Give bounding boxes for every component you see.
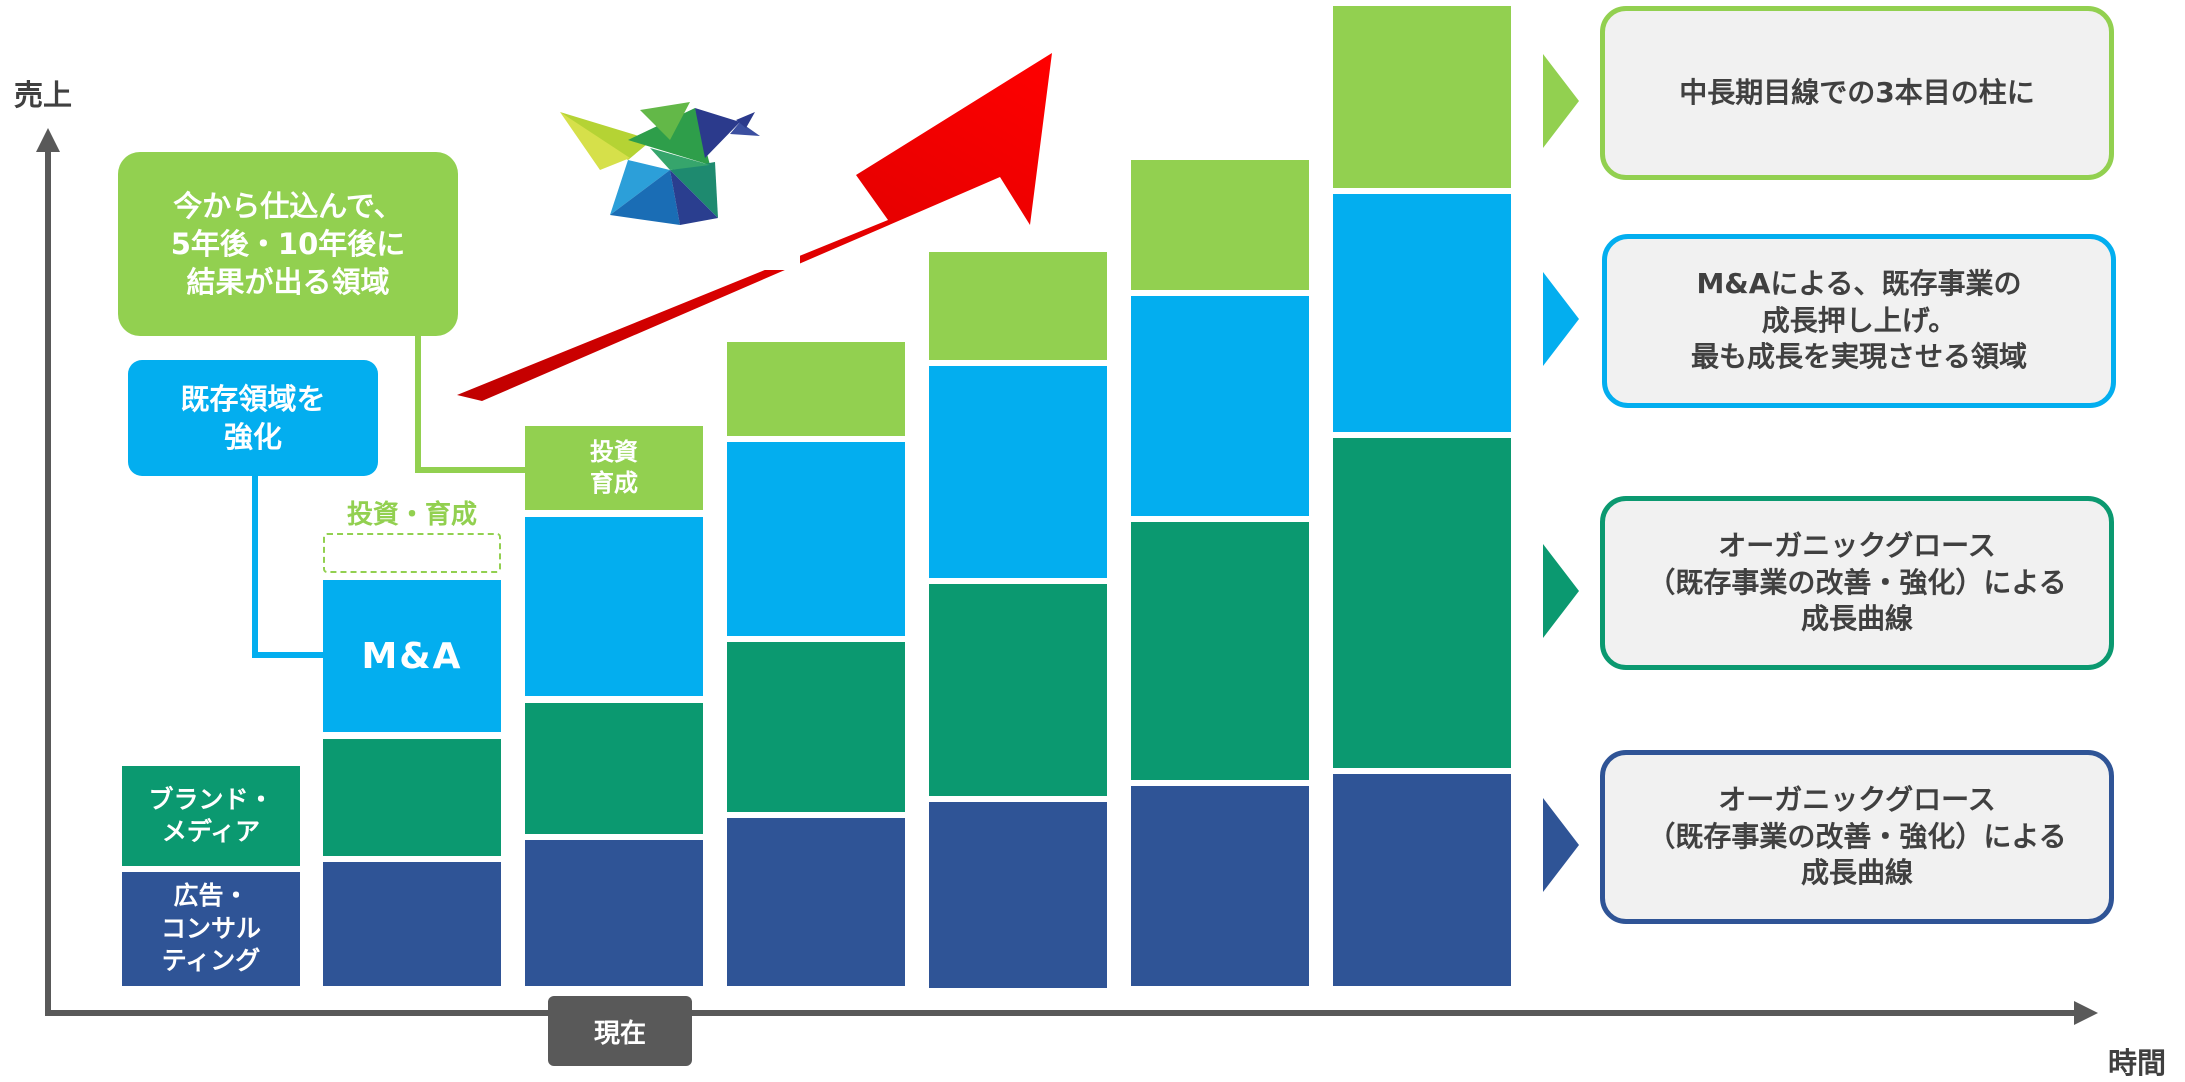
bar5-lime: [929, 252, 1107, 360]
bar3-navy: [525, 840, 703, 986]
bar4-green: [727, 642, 905, 812]
side-label-brand-media: ブランド・ メディア: [122, 766, 300, 866]
legend-organic-growth-green: オーガニックグロース （既存事業の改善・強化）による 成長曲線: [1600, 496, 2114, 670]
bar3-invest-line: 育成: [590, 469, 638, 497]
x-axis-label: 時間: [2108, 1046, 2167, 1080]
side-label-line: メディア: [161, 817, 261, 846]
legend-ma-growth: M&Aによる、既存事業の 成長押し上げ。 最も成長を実現させる領域: [1602, 234, 2116, 408]
bar4-lime: [727, 342, 905, 436]
legend-line: 最も成長を実現させる領域: [1690, 340, 2027, 374]
origami-bird-icon: [540, 40, 800, 270]
strengthen-callout: 既存領域を 強化: [128, 360, 378, 476]
bar3-invest-line: 投資: [590, 437, 638, 466]
legend-line: 中長期目線での3本目の柱に: [1679, 75, 2035, 109]
bar5-blue: [929, 366, 1107, 578]
future-callout-line: 5年後・10年後に: [170, 226, 406, 261]
legend-line: 成長曲線: [1800, 602, 1913, 636]
investment-label: 投資・育成: [346, 500, 477, 530]
legend-organic-growth-navy: オーガニックグロース （既存事業の改善・強化）による 成長曲線: [1600, 750, 2114, 924]
bar4-navy: [727, 818, 905, 986]
y-axis-label: 売上: [14, 78, 73, 112]
legend-line: 成長曲線: [1800, 856, 1913, 890]
legend-line: （既存事業の改善・強化）による: [1647, 565, 2067, 599]
bar7-blue: [1333, 194, 1511, 432]
bar6-green: [1131, 522, 1309, 780]
bar5-navy: [929, 802, 1107, 988]
legend-pointer-icon: [1543, 54, 1579, 148]
investment-placeholder: [323, 533, 501, 573]
bar3-blue: [525, 517, 703, 696]
legend-line: オーガニックグロース: [1718, 529, 1996, 563]
bar6-blue: [1131, 296, 1309, 516]
side-label-line: ブランド・: [148, 784, 274, 814]
strengthen-callout-line: 強化: [223, 420, 282, 454]
legend-line: 成長押し上げ。: [1761, 303, 1957, 337]
future-area-callout: 今から仕込んで、 5年後・10年後に 結果が出る領域: [118, 152, 458, 336]
legend-line: （既存事業の改善・強化）による: [1647, 819, 2067, 853]
bar3-green: [525, 703, 703, 834]
legend-third-pillar: 中長期目線での3本目の柱に: [1600, 6, 2114, 180]
strengthen-callout-line: 既存領域を: [180, 381, 326, 416]
bar6-navy: [1131, 786, 1309, 986]
bar3-invest: 投資 育成: [525, 426, 703, 510]
legend-line: オーガニックグロース: [1718, 783, 1996, 817]
side-label-line: コンサル: [160, 913, 261, 943]
legend-pointer-icon: [1543, 798, 1579, 892]
legend-pointer-icon: [1543, 272, 1579, 366]
now-label: 現在: [593, 1018, 646, 1049]
bar7-navy: [1333, 774, 1511, 986]
legend-pointer-icon: [1543, 544, 1579, 638]
bar2-ma: M&A: [323, 580, 501, 732]
bar2-green: [323, 739, 501, 856]
bar4-blue: [727, 442, 905, 636]
now-marker: 現在: [548, 996, 692, 1066]
bar7-green: [1333, 438, 1511, 768]
legend-line: M&Aによる、既存事業の: [1696, 267, 2022, 301]
bar2-navy: [323, 862, 501, 986]
bar5-green: [929, 584, 1107, 796]
side-label-ad-consulting: 広告・ コンサル ティング: [122, 872, 300, 986]
bar6-lime: [1131, 160, 1309, 290]
bar7-lime: [1333, 6, 1511, 188]
side-label-line: 広告・: [173, 881, 249, 911]
future-callout-line: 今から仕込んで、: [173, 188, 403, 223]
future-callout-line: 結果が出る領域: [186, 265, 390, 300]
ma-label: M&A: [361, 635, 463, 677]
side-label-line: ティング: [161, 946, 261, 976]
